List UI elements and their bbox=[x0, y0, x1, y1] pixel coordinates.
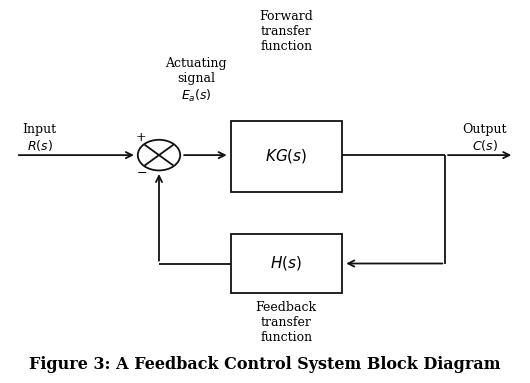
Text: $KG(s)$: $KG(s)$ bbox=[265, 147, 307, 165]
Text: Actuating
signal
$E_a(s)$: Actuating signal $E_a(s)$ bbox=[165, 57, 227, 104]
Text: +: + bbox=[135, 131, 146, 144]
Text: Output
$C(s)$: Output $C(s)$ bbox=[463, 123, 507, 153]
Text: −: − bbox=[137, 167, 147, 180]
Text: Figure 3: A Feedback Control System Block Diagram: Figure 3: A Feedback Control System Bloc… bbox=[29, 357, 501, 373]
Text: Input
$R(s)$: Input $R(s)$ bbox=[23, 123, 57, 153]
Bar bbox=[231, 234, 342, 293]
Bar bbox=[231, 121, 342, 192]
Text: Forward
transfer
function: Forward transfer function bbox=[259, 10, 313, 52]
Text: Feedback
transfer
function: Feedback transfer function bbox=[255, 301, 317, 344]
Text: $H(s)$: $H(s)$ bbox=[270, 254, 302, 272]
